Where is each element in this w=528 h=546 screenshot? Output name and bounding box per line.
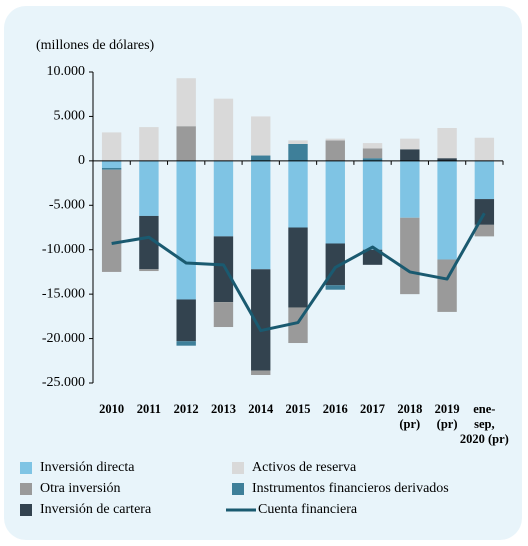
x-tick-label: 2019 bbox=[435, 402, 460, 416]
y-tick-label: -15.000 bbox=[42, 286, 85, 301]
bar-segment bbox=[400, 160, 420, 218]
x-tick-label: 2010 bbox=[99, 402, 124, 416]
bar-segment bbox=[176, 78, 196, 127]
legend-label: Inversión de cartera bbox=[40, 502, 152, 517]
bar-segment bbox=[251, 160, 271, 270]
bar-segment bbox=[101, 167, 122, 170]
bar-segment bbox=[213, 98, 234, 161]
legend-swatch bbox=[232, 483, 244, 495]
bar-segment bbox=[362, 249, 383, 265]
legend-label: Otra inversión bbox=[40, 481, 120, 496]
bar-segment bbox=[101, 169, 122, 272]
bar-segment bbox=[362, 158, 383, 161]
bar-segment bbox=[288, 143, 308, 161]
legend-label: Cuenta financiera bbox=[258, 502, 358, 517]
x-tick-label: 2018 bbox=[397, 402, 422, 416]
legend-label: Instrumentos financieros derivados bbox=[252, 481, 449, 496]
bar-segment bbox=[139, 160, 159, 216]
bar-segment bbox=[400, 217, 420, 295]
legend-label: Activos de reserva bbox=[252, 460, 357, 475]
bar-segment bbox=[176, 341, 196, 346]
bar-segment bbox=[362, 143, 383, 149]
y-axis-label: (millones de dólares) bbox=[36, 38, 155, 53]
bar-segment bbox=[251, 370, 271, 376]
x-tick-label: 2014 bbox=[248, 402, 274, 416]
line-series bbox=[111, 212, 486, 333]
bar-segment bbox=[437, 158, 457, 161]
bar-segment bbox=[325, 140, 345, 161]
bar-segment bbox=[437, 160, 457, 260]
bar-segment bbox=[474, 199, 495, 225]
bar-segment bbox=[437, 127, 457, 159]
x-tick-label: 2016 bbox=[323, 402, 348, 416]
x-tick-label: 2017 bbox=[360, 402, 385, 416]
bar-segment bbox=[288, 160, 308, 228]
bar-segment bbox=[288, 227, 308, 308]
bar-segment bbox=[101, 132, 122, 161]
legend-swatch bbox=[20, 483, 32, 495]
bar-segment bbox=[474, 160, 495, 200]
bar-segment bbox=[400, 149, 420, 161]
bar-segment bbox=[176, 299, 196, 342]
x-tick-label: 2012 bbox=[174, 402, 199, 416]
x-tick-label: (pr) bbox=[399, 417, 420, 431]
y-tick-label: 10.000 bbox=[47, 64, 86, 79]
x-tick-label: ene- bbox=[473, 402, 495, 416]
x-tick-label: 2013 bbox=[211, 402, 236, 416]
bar-segment bbox=[362, 148, 383, 159]
legend-label: Inversión directa bbox=[40, 460, 135, 475]
bar-segment bbox=[101, 160, 122, 168]
bar-segment bbox=[474, 137, 495, 161]
legend-swatch bbox=[20, 504, 32, 516]
x-tick-label: sep, bbox=[474, 417, 495, 431]
bar-segment bbox=[288, 140, 308, 144]
bar-segment bbox=[251, 269, 271, 371]
bar-segment bbox=[139, 269, 159, 272]
bar-segment bbox=[474, 224, 495, 237]
bar-segment bbox=[139, 215, 159, 270]
bar-segment bbox=[139, 127, 159, 161]
legend-swatch bbox=[232, 462, 244, 474]
y-tick-label: -25.000 bbox=[42, 375, 85, 390]
x-tick-label: 2020 (pr) bbox=[460, 432, 509, 446]
bar-segment bbox=[251, 116, 271, 156]
bar-segment bbox=[176, 160, 196, 300]
bar-segment bbox=[213, 236, 234, 303]
bar-segment bbox=[325, 138, 345, 141]
x-tick-label: 2015 bbox=[286, 402, 311, 416]
y-tick-label: -20.000 bbox=[42, 331, 85, 346]
bar-segment bbox=[325, 160, 345, 244]
x-tick-label: 2011 bbox=[137, 402, 161, 416]
bar-segment bbox=[213, 160, 234, 237]
bar-segment bbox=[362, 160, 383, 250]
y-tick-label: -10.000 bbox=[42, 242, 85, 257]
x-tick-label: (pr) bbox=[437, 417, 458, 431]
y-tick-label: 0 bbox=[78, 153, 85, 168]
bar-segment bbox=[176, 126, 196, 161]
bar-segment bbox=[251, 155, 271, 161]
y-tick-label: -5.000 bbox=[49, 198, 85, 213]
bar-segment bbox=[213, 302, 234, 328]
y-tick-label: 5.000 bbox=[54, 109, 86, 124]
bar-segment bbox=[325, 285, 345, 290]
legend-swatch bbox=[20, 462, 32, 474]
bar-segment bbox=[400, 138, 420, 150]
